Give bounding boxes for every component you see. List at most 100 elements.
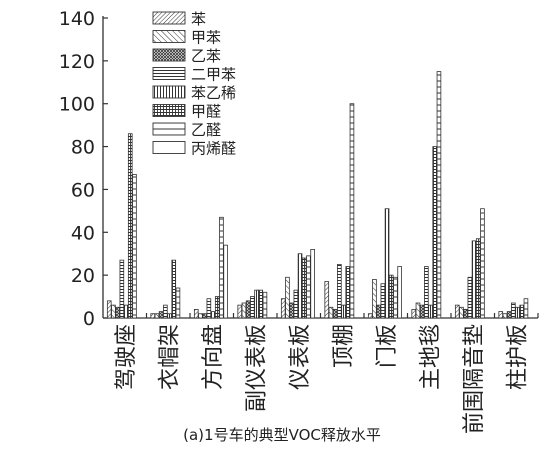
bar-6-7 — [397, 266, 402, 319]
bar-2-0 — [193, 309, 199, 319]
bar-5-1 — [328, 306, 334, 319]
legend-label: 乙醛 — [191, 121, 221, 139]
bar-6-5 — [388, 274, 394, 319]
x-category-label: 方向盘 — [201, 324, 226, 390]
bar-6-4 — [384, 208, 390, 319]
bar-7-6 — [436, 71, 442, 319]
bar-9-5 — [519, 304, 525, 319]
bar-8-4 — [471, 240, 477, 319]
bar-4-2 — [289, 302, 294, 319]
y-tick-label: 40 — [71, 222, 95, 244]
bar-9-2 — [506, 311, 512, 319]
y-tick-label: 120 — [59, 51, 95, 73]
bar-0-3 — [119, 259, 125, 319]
bar-0-6 — [132, 174, 137, 319]
bar-3-6 — [262, 291, 268, 319]
x-category-label: 门板 — [375, 324, 400, 368]
bar-9-4 — [515, 306, 520, 319]
bar-9-6 — [523, 298, 529, 319]
x-category-label: 顶棚 — [331, 324, 356, 368]
bar-0-2 — [115, 306, 120, 319]
bar-1-0 — [150, 313, 156, 319]
x-category-label: 仪表板 — [288, 324, 313, 390]
bar-9-3 — [511, 302, 516, 319]
bar-7-2 — [419, 304, 425, 319]
bar-3-2 — [245, 300, 251, 319]
bar-8-6 — [480, 208, 485, 319]
bar-6-1 — [372, 279, 377, 319]
bar-5-0 — [324, 281, 330, 319]
bar-0-1 — [111, 304, 116, 319]
y-tick-label: 140 — [59, 8, 95, 30]
bar-5-3 — [337, 264, 342, 319]
bar-1-4 — [167, 313, 172, 319]
bar-1-1 — [154, 313, 160, 319]
legend-label: 甲苯 — [191, 29, 221, 47]
legend-swatch — [152, 104, 186, 117]
bar-0-5 — [127, 133, 133, 319]
bar-6-6 — [393, 276, 398, 319]
x-category-label: 副仪表板 — [244, 324, 269, 412]
y-tick-label: 60 — [71, 179, 95, 201]
y-tick-label: 80 — [71, 137, 95, 159]
bar-2-6 — [219, 216, 224, 319]
legend-swatch — [152, 30, 186, 43]
bar-1-6 — [175, 287, 181, 319]
bar-0-4 — [123, 304, 129, 319]
bar-4-3 — [293, 289, 299, 319]
bar-1-5 — [171, 259, 177, 319]
bar-6-3 — [380, 283, 386, 319]
bar-5-2 — [332, 309, 338, 319]
bar-5-5 — [345, 266, 351, 319]
legend-swatch — [152, 67, 186, 80]
x-category-label: 柱护板 — [505, 324, 530, 390]
bar-6-0 — [367, 313, 373, 319]
bar-5-4 — [341, 304, 346, 319]
bar-4-1 — [285, 276, 290, 319]
bar-4-4 — [297, 253, 303, 319]
y-tick-label: 100 — [59, 94, 95, 116]
x-category-label: 衣帽架 — [157, 324, 182, 390]
bar-2-3 — [206, 298, 212, 319]
bar-1-2 — [158, 311, 164, 319]
bar-9-0 — [498, 311, 504, 319]
bar-8-0 — [454, 304, 460, 319]
legend-label: 苯 — [191, 10, 206, 28]
bar-2-5 — [214, 296, 220, 319]
legend-swatch — [152, 141, 186, 154]
legend-label: 丙烯醛 — [191, 140, 236, 158]
bars-group — [106, 71, 529, 319]
bar-8-1 — [459, 306, 464, 319]
legend-label: 苯乙稀 — [191, 84, 236, 102]
bar-2-1 — [198, 313, 203, 319]
bar-2-7 — [223, 244, 228, 319]
bar-3-1 — [241, 302, 247, 319]
x-category-label: 主地毯 — [418, 324, 443, 390]
bar-3-5 — [258, 289, 264, 319]
legend-swatch — [152, 85, 186, 99]
bar-7-3 — [424, 266, 429, 319]
bar-8-5 — [475, 238, 481, 319]
bar-4-5 — [301, 257, 307, 319]
bar-2-2 — [202, 313, 207, 319]
y-tick-label: 0 — [83, 308, 95, 330]
bar-3-3 — [250, 296, 255, 319]
bar-1-3 — [163, 304, 168, 319]
axes-group: 0 20 40 60 80 100 120 140 驾驶座 衣帽架 方向盘 副仪表板 仪表板 顶棚 门板 主地… — [59, 8, 539, 434]
bar-7-1 — [415, 302, 421, 319]
x-category-label: 驾驶座 — [114, 324, 139, 390]
legend-swatch — [152, 122, 186, 136]
bar-7-5 — [432, 146, 438, 319]
y-tick-label: 20 — [71, 265, 95, 287]
bar-8-3 — [467, 276, 473, 319]
bar-9-1 — [502, 313, 508, 319]
bar-2-4 — [210, 311, 216, 319]
bar-3-4 — [254, 289, 259, 319]
legend-label: 乙苯 — [191, 47, 221, 65]
bar-4-7 — [310, 249, 315, 319]
bar-4-0 — [280, 298, 286, 319]
legend-swatch — [152, 48, 186, 62]
bar-5-6 — [349, 103, 355, 319]
x-category-label: 前围隔音垫 — [462, 324, 487, 434]
